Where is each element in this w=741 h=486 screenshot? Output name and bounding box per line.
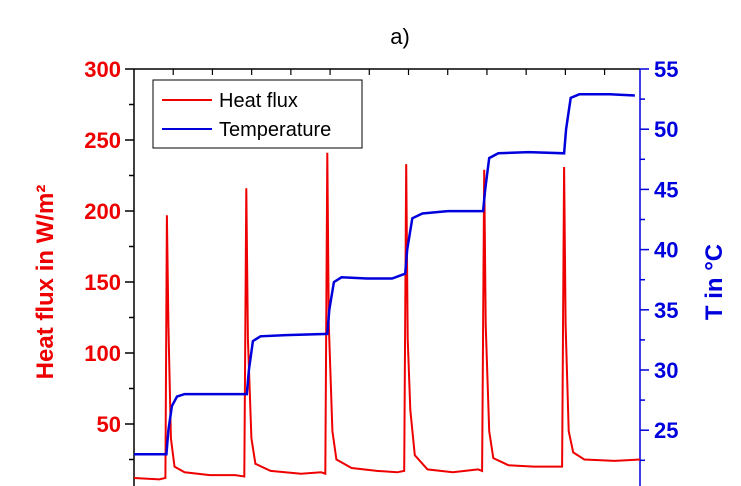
y-axis-label-right: T in °C — [701, 244, 728, 320]
right-tick-label: 50 — [654, 117, 678, 142]
right-tick-label: 45 — [654, 177, 678, 202]
left-tick-label: 250 — [84, 128, 121, 153]
series-temperature-line — [134, 93, 635, 456]
left-tick-label: 300 — [84, 57, 121, 82]
y-axis-label-left: Heat flux in W/m² — [32, 185, 59, 380]
left-tick-label: 200 — [84, 199, 121, 224]
left-tick-label: 100 — [84, 341, 121, 366]
right-tick-label: 40 — [654, 238, 678, 263]
right-ticks: 25 30 35 40 45 50 55 — [640, 57, 678, 462]
left-tick-label: 150 — [84, 270, 121, 295]
right-tick-label: 35 — [654, 298, 678, 323]
top-ticks — [172, 69, 606, 75]
left-tick-label: 50 — [97, 412, 121, 437]
right-tick-label: 55 — [654, 57, 678, 82]
left-ticks: 50 100 150 200 250 300 — [84, 57, 134, 461]
plot-frame — [133, 68, 641, 486]
legend-label-heat-flux: Heat flux — [219, 90, 298, 112]
legend-label-temperature: Temperature — [219, 119, 331, 141]
legend-box — [152, 79, 363, 149]
chart-title: a) — [390, 24, 410, 49]
legend: Heat flux Temperature — [152, 79, 363, 149]
right-tick-label: 30 — [654, 358, 678, 383]
series-heat-flux-line — [133, 152, 641, 481]
right-tick-label: 25 — [654, 418, 678, 443]
